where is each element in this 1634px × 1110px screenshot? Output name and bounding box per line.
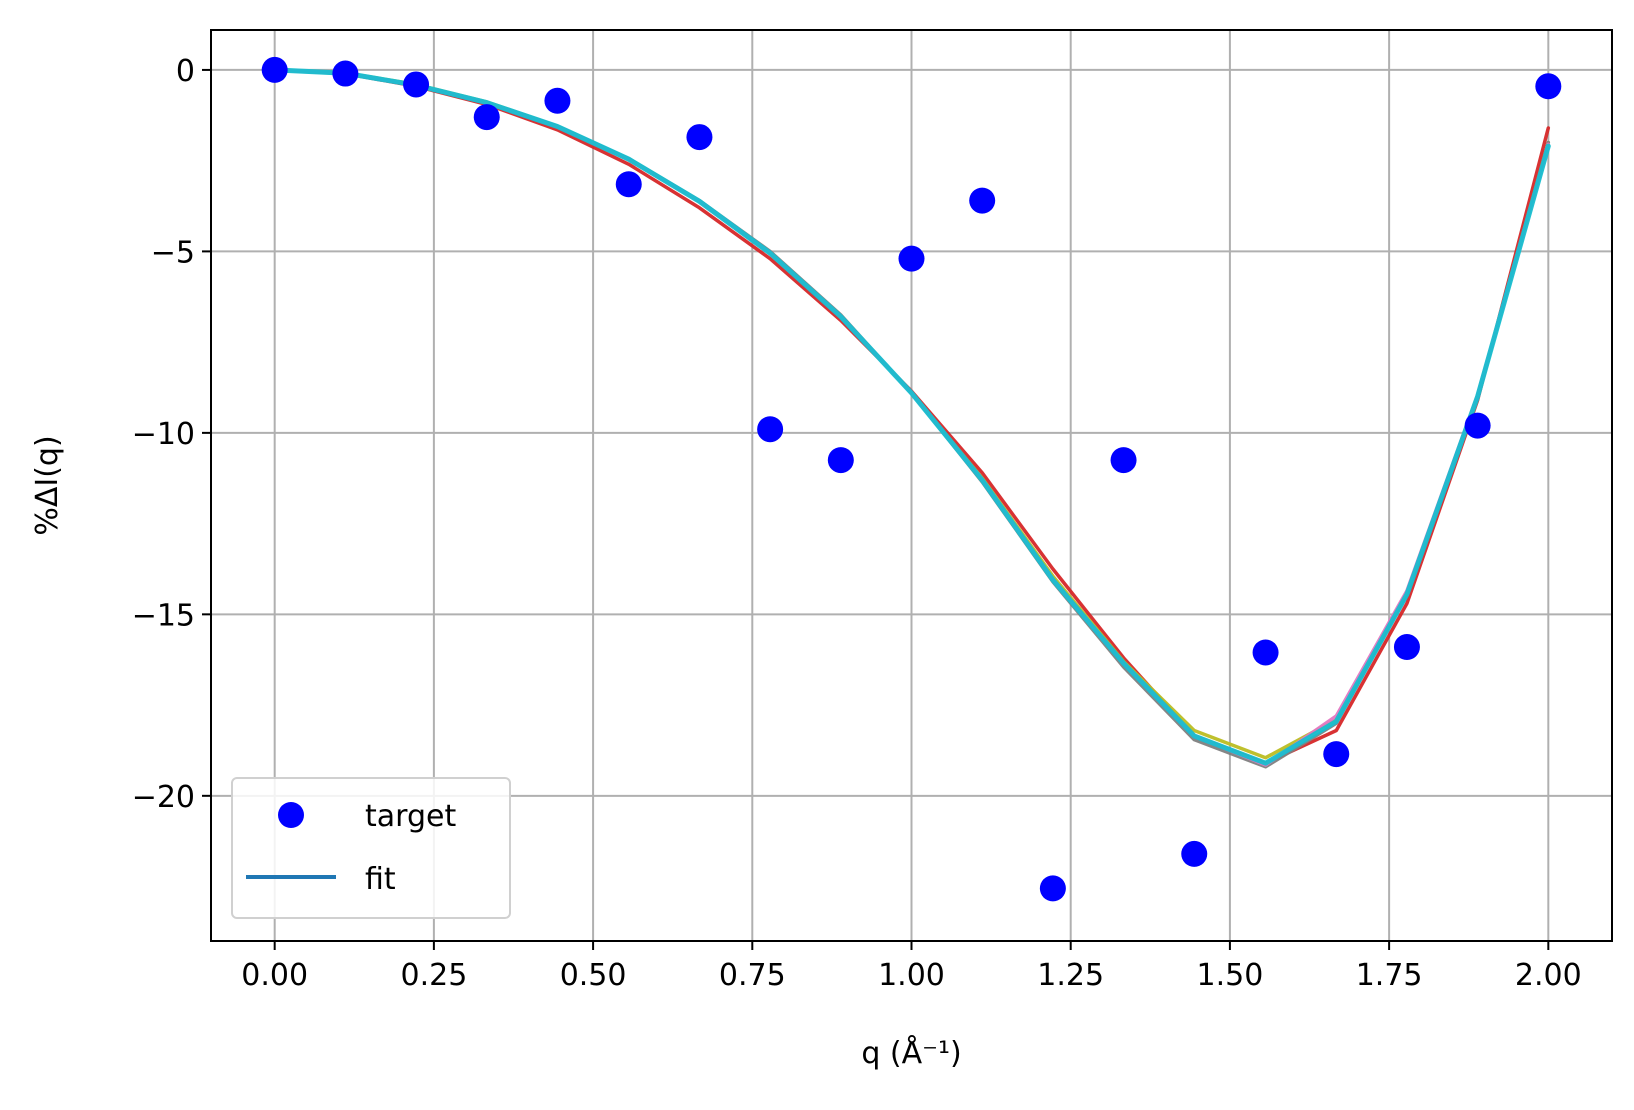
legend-label-fit: fit (365, 862, 396, 897)
x-tick-label: 1.25 (1037, 958, 1104, 993)
target-point (544, 87, 571, 114)
target-point (969, 187, 996, 214)
target-point (1181, 840, 1208, 867)
target-point (898, 245, 925, 272)
target-points (261, 56, 1562, 902)
x-tick-label: 0.50 (560, 958, 627, 993)
target-point (403, 71, 430, 98)
target-point (473, 104, 500, 131)
target-point (261, 56, 288, 83)
target-point (1393, 634, 1420, 661)
y-tick-label: 0 (176, 54, 195, 89)
target-point (686, 124, 713, 151)
tick-layer: 0.00 0.25 0.50 0.75 1.00 1.25 1.50 1.75 2.00 0 −5 −… (132, 54, 1582, 993)
target-point (1039, 875, 1066, 902)
x-tick-label: 0.00 (241, 958, 308, 993)
y-tick-label: −15 (132, 598, 195, 633)
legend-marker-target (278, 802, 304, 828)
x-tick-label: 2.00 (1515, 958, 1582, 993)
y-axis-title: %ΔI(q) (30, 435, 65, 535)
target-point (615, 171, 642, 198)
target-point (757, 416, 784, 443)
target-point (1535, 73, 1562, 100)
target-point (332, 60, 359, 87)
x-tick-label: 0.75 (719, 958, 786, 993)
x-axis-title: q (Å⁻¹) (861, 1035, 961, 1071)
target-point (1323, 741, 1350, 768)
target-point (1252, 639, 1279, 666)
legend: target fit (231, 777, 511, 919)
y-tick-label: −5 (151, 235, 195, 270)
x-tick-label: 1.00 (878, 958, 945, 993)
y-tick-label: −20 (132, 780, 195, 815)
x-tick-label: 0.25 (400, 958, 467, 993)
target-point (1110, 447, 1137, 474)
x-tick-label: 1.75 (1356, 958, 1423, 993)
target-point (827, 447, 854, 474)
fit-line (272, 67, 1551, 766)
y-tick-label: −10 (132, 417, 195, 452)
fit-lines (272, 67, 1551, 769)
x-tick-label: 1.50 (1197, 958, 1264, 993)
target-point (1464, 412, 1491, 439)
legend-label-target: target (365, 799, 456, 834)
